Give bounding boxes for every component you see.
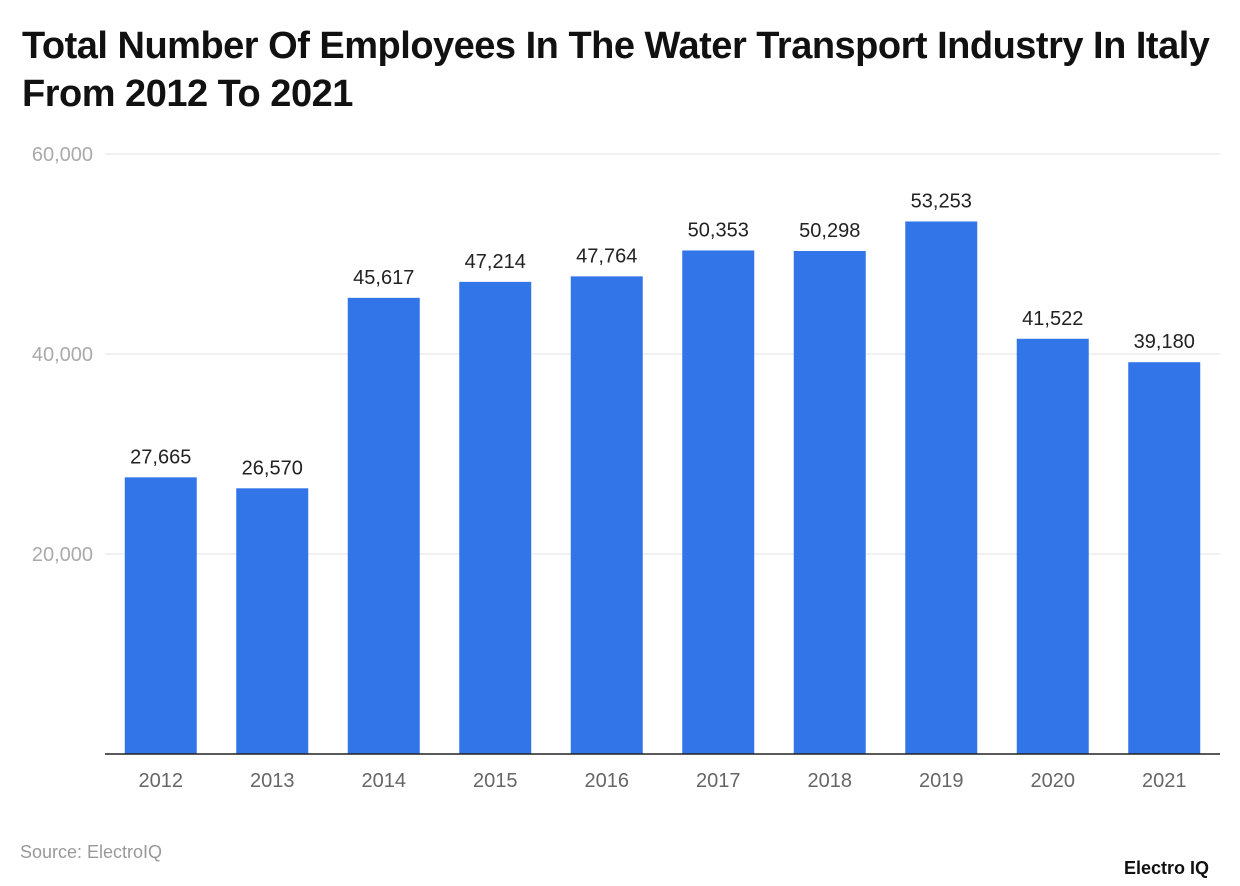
x-tick-label: 2014 [362, 770, 407, 792]
x-tick-label: 2013 [250, 770, 295, 792]
chart-title: Total Number Of Employees In The Water T… [22, 25, 1210, 115]
x-tick-label: 2016 [585, 770, 630, 792]
data-label: 47,764 [576, 245, 637, 267]
brand-logo: Electro IQ [1124, 858, 1210, 878]
bar [570, 276, 643, 754]
x-tick-label: 2012 [139, 770, 184, 792]
bar [905, 221, 978, 755]
data-label: 41,522 [1022, 308, 1083, 330]
x-tick-label: 2015 [473, 770, 518, 792]
y-tick-label: 20,000 [32, 544, 93, 566]
bar [236, 488, 309, 754]
y-tick-label: 60,000 [32, 144, 93, 166]
bar [793, 251, 866, 754]
bar [1128, 362, 1201, 754]
x-tick-label: 2019 [919, 770, 964, 792]
data-label: 47,214 [465, 251, 526, 273]
data-label: 39,180 [1134, 331, 1195, 353]
x-tick-label: 2020 [1031, 770, 1076, 792]
source-note: Source: ElectroIQ [20, 842, 163, 862]
data-label: 26,570 [242, 457, 303, 479]
bar [1016, 338, 1089, 754]
data-label: 53,253 [911, 190, 972, 212]
data-label: 50,298 [799, 220, 860, 242]
bar [682, 250, 755, 754]
x-tick-label: 2021 [1142, 770, 1187, 792]
bar [347, 297, 420, 754]
bar [124, 477, 197, 754]
data-label: 27,665 [130, 446, 191, 468]
x-tick-label: 2017 [696, 770, 741, 792]
y-tick-label: 40,000 [32, 344, 93, 366]
data-label: 50,353 [688, 219, 749, 241]
x-tick-label: 2018 [808, 770, 853, 792]
bar [459, 281, 532, 754]
data-label: 45,617 [353, 267, 414, 289]
